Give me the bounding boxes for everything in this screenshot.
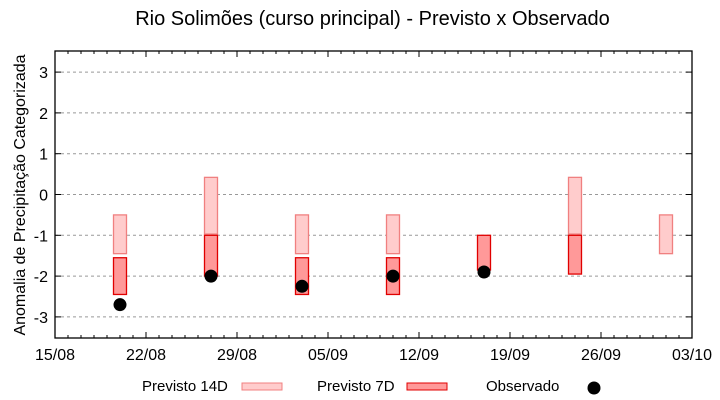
x-tick-label: 22/08: [126, 347, 166, 364]
observed-point: [113, 298, 127, 312]
y-tick-label: 1: [39, 147, 48, 164]
legend-label-14d: Previsto 14D: [142, 378, 228, 395]
forecast-7d-bar: [112, 257, 128, 296]
x-tick-label: 03/10: [672, 347, 712, 364]
y-tick-label: 0: [39, 188, 48, 205]
legend-label-7d: Previsto 7D: [317, 378, 395, 395]
x-tick-label: 29/08: [217, 347, 257, 364]
legend-label-observed: Observado: [486, 378, 559, 395]
legend-swatch-14d: [241, 382, 283, 391]
x-tick-label: 12/09: [399, 347, 439, 364]
x-tick-label: 05/09: [308, 347, 348, 364]
forecast-7d-bar: [476, 234, 492, 271]
forecast-14d-bar: [567, 176, 583, 235]
plot-frame: [54, 50, 693, 339]
y-tick-label: 3: [39, 65, 48, 82]
observed-point: [477, 265, 491, 279]
forecast-14d-bar: [112, 214, 128, 255]
x-tick-label: 26/09: [581, 347, 621, 364]
y-tick-label: -2: [34, 269, 48, 286]
y-tick-label: -1: [34, 228, 48, 245]
forecast-14d-bar: [385, 214, 401, 255]
observed-point: [295, 279, 309, 293]
observed-point: [204, 269, 218, 283]
chart-title: Rio Solimões (curso principal) - Previst…: [135, 8, 610, 30]
legend-swatch-7d: [406, 382, 448, 391]
forecast-14d-bar: [203, 176, 219, 235]
observed-point: [386, 269, 400, 283]
y-tick-label: -3: [34, 310, 48, 327]
forecast-14d-bar: [294, 214, 310, 255]
legend-swatch-observed: [587, 381, 601, 395]
y-tick-label: 2: [39, 106, 48, 123]
x-tick-label: 15/08: [35, 347, 75, 364]
forecast-7d-bar: [567, 234, 583, 275]
forecast-14d-bar: [658, 214, 674, 255]
x-tick-label: 19/09: [490, 347, 530, 364]
